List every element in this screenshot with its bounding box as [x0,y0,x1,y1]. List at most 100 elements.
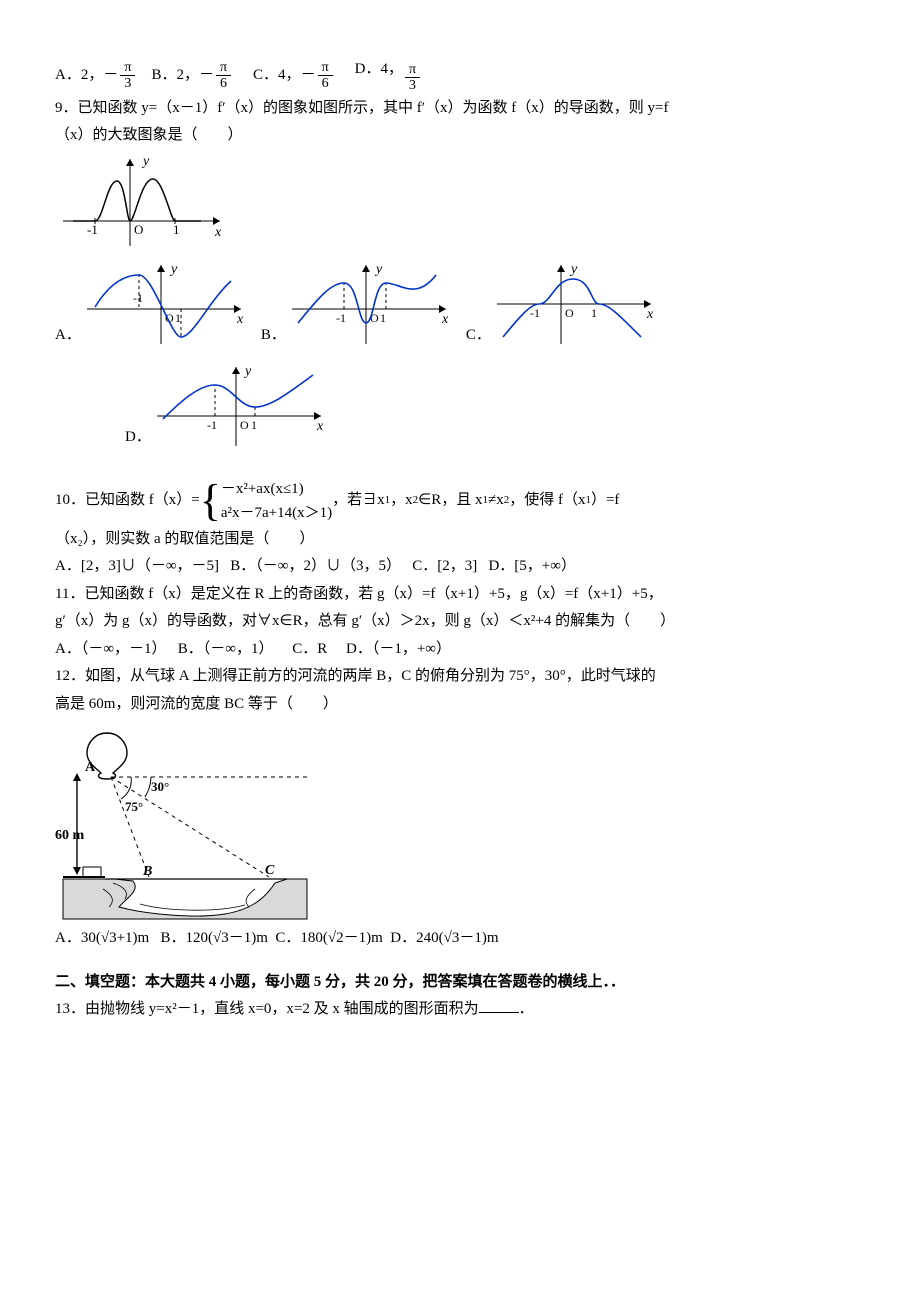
choice-b-graph: y x O -1 1 [286,259,456,349]
q10-stem: 10．已知函数 f（x）= { －x²+ax(x≤1) a²x－7a+14(x＞… [55,477,865,525]
svg-text:-1: -1 [530,306,540,320]
svg-text:O: O [565,306,574,320]
q10-choice-a: A．[2，3]∪（－∞，－5] [55,558,219,574]
q9-choices-row2: D． y x O -1 1 [125,361,865,451]
q10-choice-d: D．[5，+∞） [488,558,575,574]
q12-a-pre: A． [55,926,81,952]
q10-pre: 10．已知函数 f（x）= [55,488,200,514]
q12-line1: 12．如图，从气球 A 上测得正前方的河流的两岸 B，C 的俯角分别为 75°，… [55,664,865,690]
svg-text:x: x [316,419,324,434]
q9-stem-graph: y x O -1 1 [55,151,865,251]
choice-c-graph: y x O -1 1 [491,259,661,349]
svg-text:-1: -1 [133,291,143,305]
q8-choices: A．2，－π3 B．2，－π6 C．4，－π6 D．4，π3 [55,57,865,94]
q12-line2: 高是 60m，则河流的宽度 BC 等于（ ） [55,692,865,718]
q10-choice-c: C．[2，3] [412,558,477,574]
svg-text:-1: -1 [207,418,217,432]
q12-d-pre: D． [390,926,416,952]
q12-c-unit: m [371,926,383,952]
q12-choices: A． 30(√3+1) m B． 120(√3－1) m C． 180(√2－1… [55,926,865,952]
q9-choices-row1: A． y x O -1 1 B． y x O -1 1 C． [55,259,865,349]
svg-text:y: y [569,262,578,277]
piecewise-case1: －x²+ax(x≤1) [221,477,332,501]
svg-text:O: O [240,418,249,432]
q10-mid5: ，使得 f（x [509,488,585,514]
q10-choices: A．[2，3]∪（－∞，－5] B．（－∞，2）∪（3，5） C．[2，3] D… [55,554,865,580]
svg-text:1: 1 [175,311,181,325]
svg-text:x: x [441,312,449,327]
choice-c-label: C． [466,323,491,349]
svg-text:y: y [243,364,252,379]
svg-text:1: 1 [591,306,597,320]
q13-text: 13．由抛物线 y=x²－1，直线 x=0，x=2 及 x 轴围成的图形面积为 [55,1001,479,1017]
svg-text:-1: -1 [336,311,346,325]
q10-stem-line2: （x₂），则实数 a 的取值范围是（ ） [55,527,865,553]
choice-a-label: A． [55,323,81,349]
frac-num: π [405,62,420,77]
q12-b-pre: B． [160,926,185,952]
choice-d-pre: D．4， [355,61,403,77]
q11-choice-a: A．（－∞，－1） [55,641,167,657]
pos1-label: 1 [173,222,180,237]
piecewise-case2: a²x－7a+14(x＞1) [221,501,332,525]
choice-d-graph: y x O -1 1 [151,361,331,451]
brace-icon: { [200,479,221,523]
choice-a: A．2，－π3 [55,60,137,92]
q10-mid1: ，若∃x [332,488,385,514]
choice-c-pre: C．4， [253,67,301,83]
q10-mid2: ，x [390,488,413,514]
section2-title: 二、填空题：本大题共 4 小题，每小题 5 分，共 20 分，把答案填在答题卷的… [55,970,865,996]
choice-d-label: D． [125,425,151,451]
svg-text:x: x [646,307,654,322]
height-label: 60 m [55,828,85,843]
q12-a-unit: m [138,926,150,952]
svg-text:y: y [374,262,383,277]
fill-blank [479,997,519,1013]
choice-d: D．4，π3 [355,57,422,94]
frac-den: 6 [318,75,333,91]
choice-b-pre: B．2， [151,67,199,83]
q10-mid4: ≠x [488,488,504,514]
q9-stem-line2: （x）的大致图象是（ ） [55,123,865,149]
frac-num: π [120,60,135,75]
label-B: B [142,864,152,879]
q12-c-pre: C． [275,926,300,952]
q12-b-unit: m [256,926,268,952]
choice-a-pre: A．2， [55,67,103,83]
axis-x-label: x [214,225,222,240]
choice-c: C．4，－π6 [253,60,335,92]
label-A: A [85,760,96,775]
q10-choice-b: B．（－∞，2）∪（3，5） [230,558,401,574]
q10-mid6: ）=f [591,488,619,514]
svg-text:y: y [169,262,178,277]
q11-choice-b: B．（－∞，1） [178,641,274,657]
frac-num: π [318,60,333,75]
svg-text:1: 1 [380,311,386,325]
q12-d-expr: 240(√3－1) [416,926,487,952]
choice-b-label: B． [261,323,286,349]
q12-d-unit: m [487,926,499,952]
angle-30: 30° [151,779,169,794]
frac-den: 6 [216,75,231,91]
q9-stem-line1: 9．已知函数 y=（x－1）f′（x）的图象如图所示，其中 f′（x）为函数 f… [55,96,865,122]
svg-text:x: x [236,312,244,327]
q11-choice-c: C．R [292,641,327,657]
q12-c-expr: 180(√2－1) [300,926,371,952]
q12-a-expr: 30(√3+1) [81,926,138,952]
q11-choice-d: D．（－1，+∞） [346,641,451,657]
svg-text:1: 1 [251,418,257,432]
q11-choices: A．（－∞，－1） B．（－∞，1） C．R D．（－1，+∞） [55,637,865,663]
choice-b: B．2，－π6 [151,60,233,92]
q10-mid3: ∈R，且 x [418,488,482,514]
axis-y-label: y [141,154,150,169]
frac-den: 3 [120,75,135,91]
q12-diagram: A 30° 75° 60 m B C [55,719,865,924]
q11-line2: g′（x）为 g（x）的导函数，对∀x∈R，总有 g′（x）＞2x，则 g（x）… [55,609,865,635]
angle-75: 75° [125,799,143,814]
choice-a-graph: y x O -1 1 [81,259,251,349]
q12-b-expr: 120(√3－1) [185,926,256,952]
neg1-label: -1 [87,222,98,237]
label-C: C [265,863,275,878]
origin-label: O [134,222,143,237]
q13-stem: 13．由抛物线 y=x²－1，直线 x=0，x=2 及 x 轴围成的图形面积为． [55,997,865,1023]
